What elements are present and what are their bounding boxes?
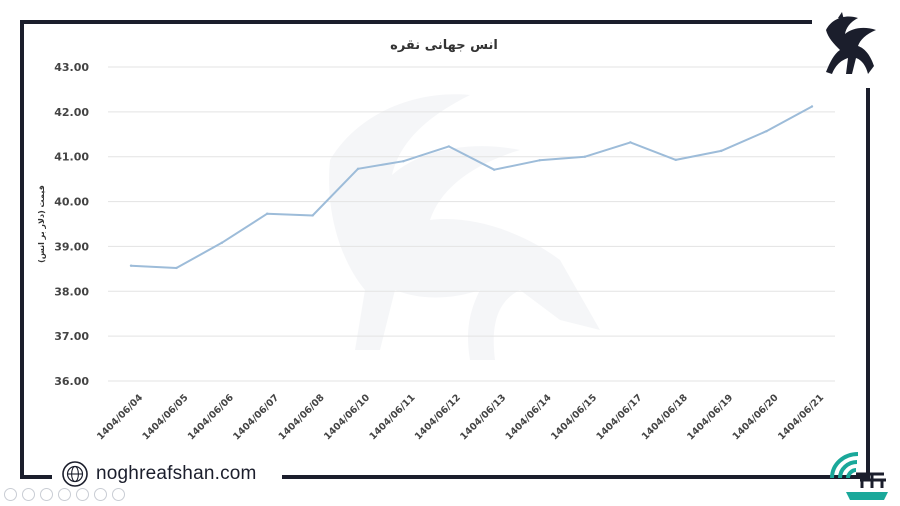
x-tick-label: 1404/06/19 [685,392,735,442]
data-point [356,167,360,171]
website-url[interactable]: noghreafshan.com [96,463,257,484]
toolbar-icons [4,488,125,501]
chart-title: انس جهانی نقره [390,38,498,53]
data-point [266,212,269,215]
website-footer[interactable]: noghreafshan.com [62,460,257,488]
x-tick-label: 1404/06/18 [640,392,690,442]
x-tick-label: 1404/06/12 [413,392,463,442]
y-tick-label: 43.00 [54,61,89,74]
data-point [129,264,133,267]
data-point [674,158,677,162]
x-tick-label: 1404/06/21 [776,392,826,442]
news-logo [830,452,888,500]
data-point [311,214,314,217]
x-tick-label: 1404/06/05 [140,392,190,442]
y-tick-label: 38.00 [54,285,89,298]
toolbar-icon[interactable] [58,488,71,501]
y-tick-label: 36.00 [54,375,89,388]
data-point [402,160,405,163]
y-tick-label: 41.00 [54,151,89,164]
y-tick-label: 42.00 [54,106,89,119]
watermark-logo [329,94,600,361]
y-tick-label: 39.00 [54,240,89,253]
data-point [447,145,450,148]
toolbar-icon[interactable] [94,488,107,501]
data-point [493,168,496,171]
data-point [220,241,223,245]
toolbar-icon[interactable] [112,488,125,501]
series-line [130,105,813,269]
x-tick-label: 1404/06/08 [277,392,327,442]
x-tick-label: 1404/06/14 [504,392,554,442]
data-point [175,266,178,270]
x-tick-label: 1404/06/10 [322,392,372,442]
toolbar-icon[interactable] [40,488,53,501]
x-tick-label: 1404/06/11 [367,392,417,442]
x-tick-label: 1404/06/06 [186,392,236,442]
x-tick-label: 1404/06/07 [231,392,281,442]
data-point [629,141,632,144]
globe-icon [62,461,88,487]
toolbar-icon[interactable] [76,488,89,501]
data-point [538,159,541,162]
data-point [583,155,587,158]
data-point [720,149,723,153]
x-tick-label: 1404/06/15 [549,392,599,442]
x-tick-label: 1404/06/13 [458,392,508,442]
brand-logo [826,12,876,74]
toolbar-icon[interactable] [22,488,35,501]
data-point [765,129,768,133]
toolbar-icon[interactable] [4,488,17,501]
y-tick-label: 37.00 [54,330,89,343]
y-tick-label: 40.00 [54,196,89,209]
data-point [810,105,814,108]
y-axis-label: قیمت (دلار بر انس) [37,185,47,263]
x-tick-label: 1404/06/20 [731,392,781,442]
x-tick-label: 1404/06/04 [95,392,145,442]
x-tick-label: 1404/06/17 [594,392,644,442]
